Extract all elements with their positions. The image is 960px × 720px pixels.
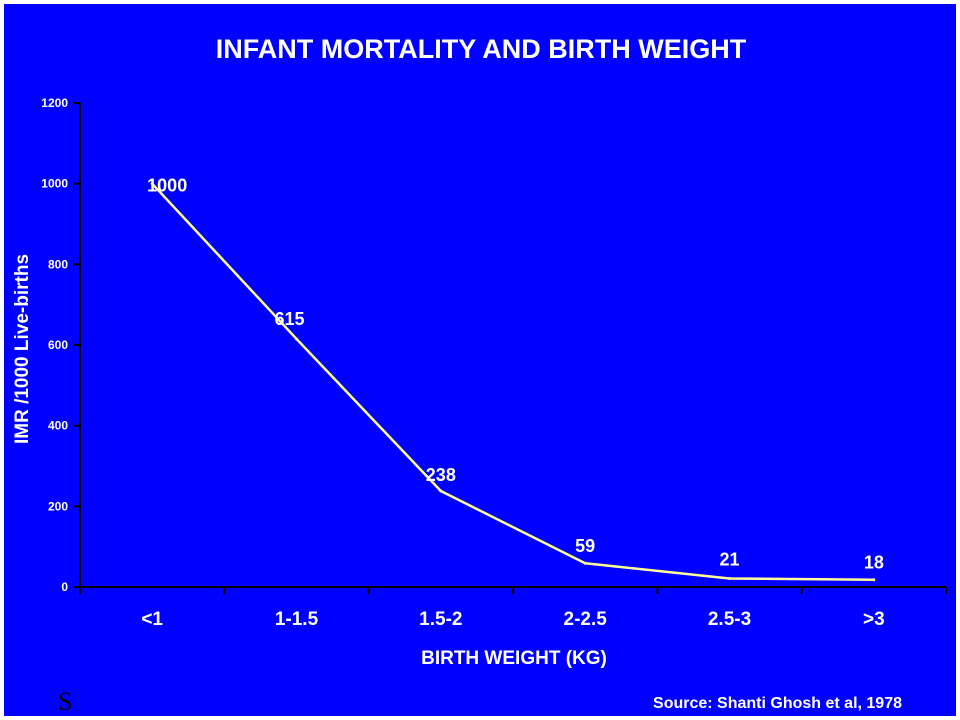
x-tick-label: <1 <box>141 609 163 630</box>
slide: INFANT MORTALITY AND BIRTH WEIGHT IMR /1… <box>4 4 956 716</box>
x-tick-label: 1-1.5 <box>275 609 319 630</box>
source-note: Source: Shanti Ghosh et al, 1978 <box>653 695 902 712</box>
data-label: 615 <box>274 309 304 329</box>
data-point <box>150 182 154 186</box>
series-line <box>151 182 874 581</box>
x-tick-label: >3 <box>863 609 885 630</box>
data-point <box>295 337 298 341</box>
y-tick-label: 600 <box>48 338 68 352</box>
y-tick-label: 200 <box>48 499 68 513</box>
data-point <box>583 561 587 565</box>
y-tick-label: 400 <box>48 419 68 433</box>
data-labels: 1000 615 238 59 21 18 <box>147 176 884 573</box>
y-tick-label: 0 <box>61 580 68 594</box>
data-label: 59 <box>575 536 595 556</box>
data-point <box>439 489 443 493</box>
data-label: 1000 <box>147 176 187 196</box>
plot-area: 0 200 400 600 800 1000 1200 <1 1-1.5 1.5-2 2-2.5 2… <box>41 96 947 630</box>
x-tick-label: 2-2.5 <box>564 609 608 630</box>
x-axis-label: BIRTH WEIGHT (KG) <box>421 648 607 669</box>
y-axis-ticks: 0 200 400 600 800 1000 1200 <box>41 96 80 594</box>
y-tick-label: 1200 <box>41 96 68 110</box>
y-axis-label: IMR /1000 Live-births <box>12 254 33 444</box>
x-tick-label: 2.5-3 <box>708 609 751 630</box>
data-point <box>728 577 731 581</box>
series-group <box>150 182 876 582</box>
y-tick-label: 1000 <box>41 177 68 191</box>
x-axis-ticks: <1 1-1.5 1.5-2 2-2.5 2.5-3 >3 <box>79 587 947 630</box>
data-label: 238 <box>426 465 456 485</box>
data-label: 18 <box>864 553 884 573</box>
data-point <box>872 578 876 582</box>
chart-title: INFANT MORTALITY AND BIRTH WEIGHT <box>216 34 747 64</box>
line-chart: INFANT MORTALITY AND BIRTH WEIGHT IMR /1… <box>12 34 947 716</box>
x-tick-label: 1.5-2 <box>419 609 462 630</box>
footer-mark: S <box>58 687 72 716</box>
data-label: 21 <box>719 550 739 570</box>
y-tick-label: 800 <box>48 257 68 271</box>
